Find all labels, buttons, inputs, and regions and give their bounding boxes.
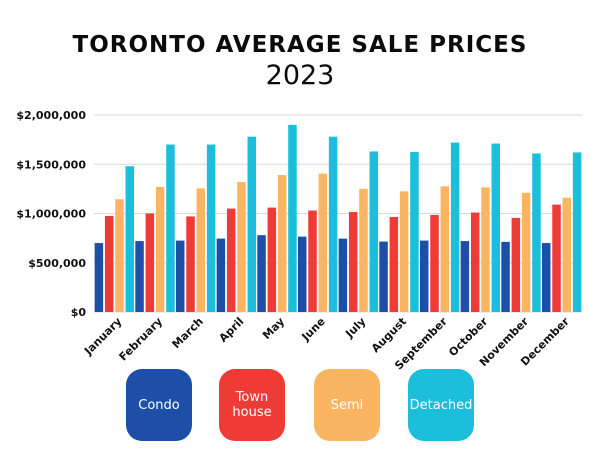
chart-subtitle: 2023 xyxy=(265,60,335,91)
x-tick-label: April xyxy=(217,315,247,345)
bar-detached xyxy=(247,136,257,312)
bar-town-house xyxy=(348,212,358,312)
bar-detached xyxy=(166,144,175,312)
bar-town-house xyxy=(104,215,114,312)
bar-detached xyxy=(532,153,541,312)
legend-label-detached: Detached xyxy=(409,397,473,413)
x-tick-label: February xyxy=(117,315,166,364)
bar-town-house xyxy=(226,208,236,312)
bar-condo xyxy=(175,240,185,312)
bar-town-house xyxy=(470,212,480,312)
bar-detached xyxy=(328,136,338,312)
bar-condo xyxy=(419,240,429,312)
bar-town-house xyxy=(267,207,277,312)
bar-semi xyxy=(155,186,165,312)
x-tick-label: August xyxy=(369,315,409,355)
bar-detached xyxy=(410,151,419,312)
y-tick-label: $1,500,000 xyxy=(16,158,86,171)
chart-title: TORONTO AVERAGE SALE PRICES xyxy=(72,32,528,58)
bar-condo xyxy=(541,243,551,312)
bar-town-house xyxy=(145,213,155,312)
bar-detached xyxy=(572,152,582,312)
bar-semi xyxy=(359,188,368,312)
x-tick-label: July xyxy=(342,315,368,341)
bar-semi xyxy=(196,188,206,312)
y-tick-label: $2,000,000 xyxy=(16,109,86,122)
bar-condo xyxy=(216,238,226,312)
legend-label-town-house: Town house xyxy=(232,390,272,420)
bar-town-house xyxy=(552,204,561,312)
legend-condo: Condo xyxy=(126,369,192,441)
bar-condo xyxy=(297,236,307,312)
bar-detached xyxy=(125,166,135,312)
y-tick-label: $0 xyxy=(71,306,87,319)
bar-town-house xyxy=(308,210,317,312)
bar-detached xyxy=(206,144,216,312)
bar-condo xyxy=(338,238,348,312)
bar-semi xyxy=(277,175,287,312)
bar-semi xyxy=(562,197,572,312)
x-tick-label: June xyxy=(299,315,328,344)
bar-condo xyxy=(501,241,510,312)
bar-detached xyxy=(288,124,297,312)
bar-semi xyxy=(521,192,531,312)
legend-label-semi: Semi xyxy=(330,397,364,413)
bar-semi xyxy=(399,191,409,312)
bar-condo xyxy=(460,241,470,312)
bar-detached xyxy=(369,151,379,312)
bar-town-house xyxy=(186,216,195,312)
y-tick-label: $500,000 xyxy=(28,257,86,270)
bar-condo xyxy=(379,241,388,312)
bar-semi xyxy=(237,181,246,312)
bar-condo xyxy=(135,241,144,312)
bar-condo xyxy=(94,243,104,312)
bar-semi xyxy=(318,173,328,312)
x-tick-label: May xyxy=(260,315,287,342)
bar-town-house xyxy=(511,217,521,312)
bar-town-house xyxy=(430,214,439,312)
legend-town-house: Town house xyxy=(219,369,285,441)
x-tick-label: March xyxy=(170,315,206,351)
bar-semi xyxy=(481,187,490,312)
bar-detached xyxy=(491,143,501,312)
bar-semi xyxy=(440,186,450,312)
bar-semi xyxy=(115,199,124,312)
bar-town-house xyxy=(389,216,399,312)
bar-condo xyxy=(257,235,266,312)
legend-label-condo: Condo xyxy=(138,397,180,413)
legend-semi: Semi xyxy=(314,369,380,441)
y-tick-label: $1,000,000 xyxy=(16,208,86,221)
legend-detached: Detached xyxy=(408,369,474,441)
bar-detached xyxy=(450,142,460,312)
